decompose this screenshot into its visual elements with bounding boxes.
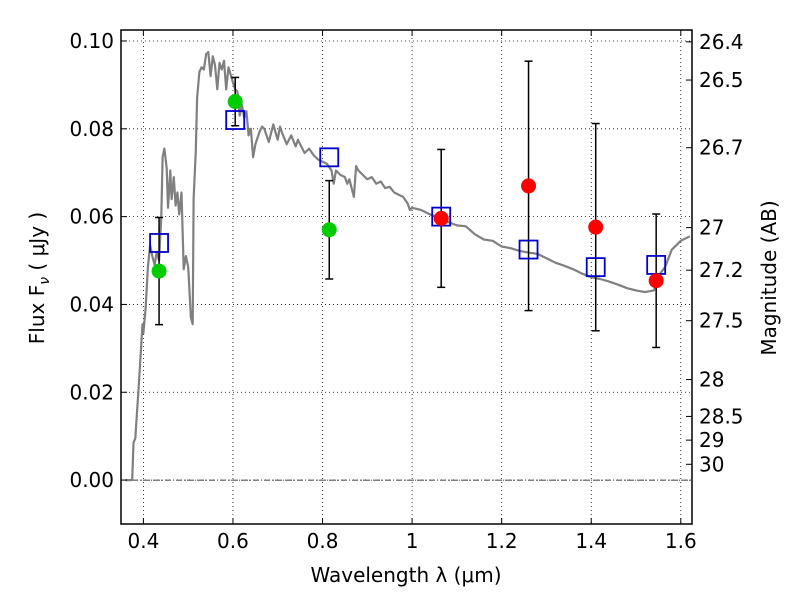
- right-tick-label: 26.4: [699, 30, 744, 54]
- x-axis-label: Wavelength λ (μm): [310, 563, 501, 587]
- y-tick-label: 0.10: [69, 29, 114, 53]
- model-flux-box: [149, 233, 169, 253]
- green-flux-dot: [151, 263, 167, 279]
- right-tick-label: 30: [699, 452, 724, 476]
- x-tick-label: 0.8: [307, 529, 339, 553]
- green-flux-dot: [321, 222, 337, 238]
- x-axis-ticks: 0.4 0.6 0.8 1 1.2 1.4 1.6: [127, 30, 697, 553]
- model-flux-boxes: [149, 110, 667, 278]
- model-flux-box: [585, 257, 606, 278]
- right-axis-label: Magnitude (AB): [757, 200, 781, 355]
- right-tick-label: 28: [699, 368, 724, 392]
- y-tick-label: 0.06: [69, 205, 114, 229]
- green-flux-dot: [227, 94, 243, 110]
- model-spectrum-line: [125, 50, 691, 482]
- model-flux-box: [225, 110, 246, 130]
- plot-area: [125, 50, 691, 482]
- right-tick-label: 29: [699, 428, 724, 452]
- model-flux-box: [518, 239, 539, 260]
- red-flux-dot: [648, 273, 664, 289]
- model-flux-box: [319, 147, 340, 168]
- y-tick-label: 0.00: [69, 468, 114, 492]
- plot-frame: [120, 29, 693, 525]
- y-tick-label: 0.08: [69, 117, 114, 141]
- red-flux-dot: [588, 219, 604, 235]
- right-tick-label: 27.5: [699, 309, 744, 333]
- observed-flux-dots: [151, 94, 664, 289]
- y-axis-label-unit: ( μJy ): [25, 212, 49, 277]
- x-tick-label: 0.4: [127, 529, 159, 553]
- y-axis-label-subscript: ν: [37, 277, 53, 285]
- x-tick-label: 0.6: [217, 529, 249, 553]
- x-tick-label: 1.2: [486, 529, 518, 553]
- right-tick-label: 27.2: [699, 258, 744, 282]
- y-axis-ticks: 0.00 0.02 0.04 0.06 0.08 0.10: [69, 29, 127, 492]
- right-tick-label: 26.7: [699, 136, 744, 160]
- y-axis-label: Flux Fν ( μJy ): [25, 212, 53, 344]
- right-tick-label: 28.5: [699, 404, 744, 428]
- x-tick-label: 1.4: [575, 529, 607, 553]
- x-tick-label: 1.6: [665, 529, 697, 553]
- y-tick-label: 0.02: [69, 380, 114, 404]
- right-tick-label: 27: [699, 216, 724, 240]
- right-tick-label: 26.5: [699, 68, 744, 92]
- red-flux-dot: [521, 178, 537, 194]
- y-axis-label-main: Flux F: [25, 285, 49, 344]
- x-tick-label: 1: [406, 529, 419, 553]
- y-tick-label: 0.04: [69, 292, 114, 316]
- red-flux-dot: [433, 210, 449, 226]
